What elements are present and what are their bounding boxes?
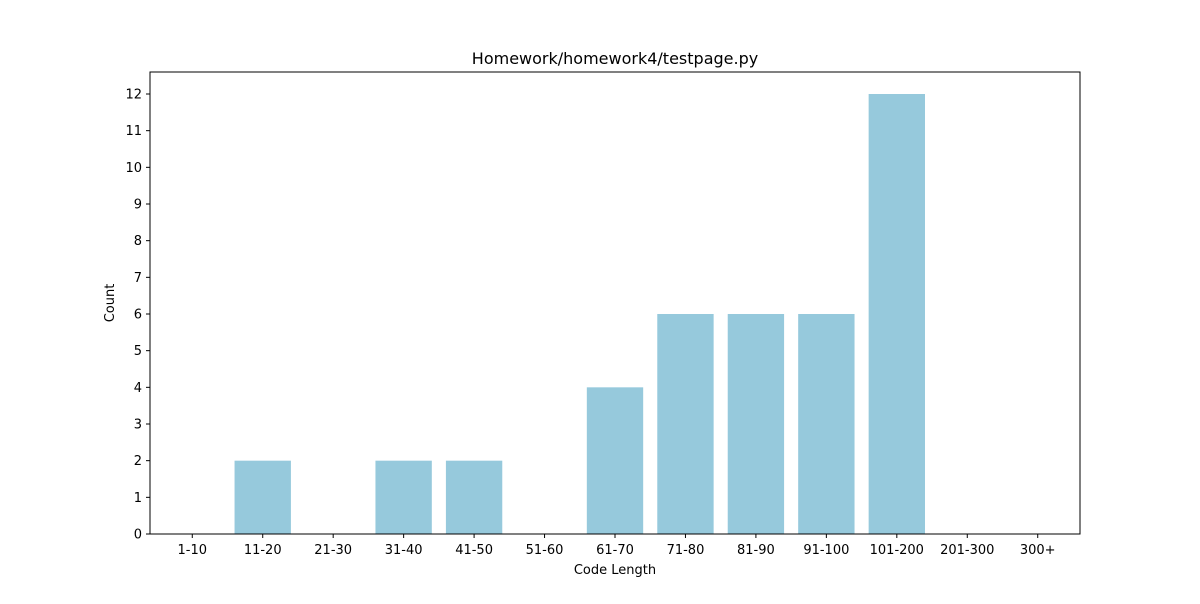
bar-11-20	[234, 460, 291, 534]
y-tick-label: 1	[134, 491, 142, 506]
x-axis: 1-10 11-20 21-30 31-40 41-50 51-60 61-70 71-80 8…	[178, 534, 1056, 558]
y-tick-label: 12	[125, 88, 142, 103]
y-tick-label: 10	[125, 161, 142, 176]
x-tick-label: 1-10	[178, 543, 208, 558]
y-tick-label: 9	[134, 198, 142, 213]
x-tick-label: 91-100	[803, 543, 849, 558]
y-tick-label: 6	[134, 308, 142, 323]
y-tick-label: 3	[134, 418, 142, 433]
x-tick-label: 41-50	[455, 543, 493, 558]
y-axis-label: Count	[103, 284, 118, 323]
y-tick-label: 5	[134, 344, 142, 359]
y-tick-label: 11	[125, 124, 142, 139]
y-tick-label: 0	[134, 528, 142, 543]
x-axis-label: Code Length	[574, 563, 656, 578]
bar-61-70	[586, 387, 644, 534]
bar-91-100	[798, 314, 855, 534]
x-tick-label: 31-40	[385, 543, 423, 558]
x-tick-label: 300+	[1020, 543, 1056, 558]
x-tick-label: 11-20	[244, 543, 282, 558]
y-tick-label: 7	[134, 271, 142, 286]
bar-101-200	[868, 94, 925, 534]
x-tick-label: 81-90	[737, 543, 775, 558]
chart-title: Homework/homework4/testpage.py	[472, 49, 758, 68]
x-tick-label: 71-80	[667, 543, 705, 558]
x-tick-label: 21-30	[314, 543, 352, 558]
bar-31-40	[375, 460, 432, 534]
x-tick-label: 51-60	[526, 543, 564, 558]
x-tick-label: 101-200	[870, 543, 924, 558]
y-tick-label: 8	[134, 234, 142, 249]
y-tick-label: 4	[134, 381, 142, 396]
y-tick-label: 2	[134, 454, 142, 469]
bars-layer	[234, 94, 925, 534]
x-tick-label: 61-70	[596, 543, 634, 558]
x-tick-label: 201-300	[940, 543, 994, 558]
bar-81-90	[727, 314, 785, 534]
bar-41-50	[445, 460, 503, 534]
bar-71-80	[657, 314, 714, 534]
